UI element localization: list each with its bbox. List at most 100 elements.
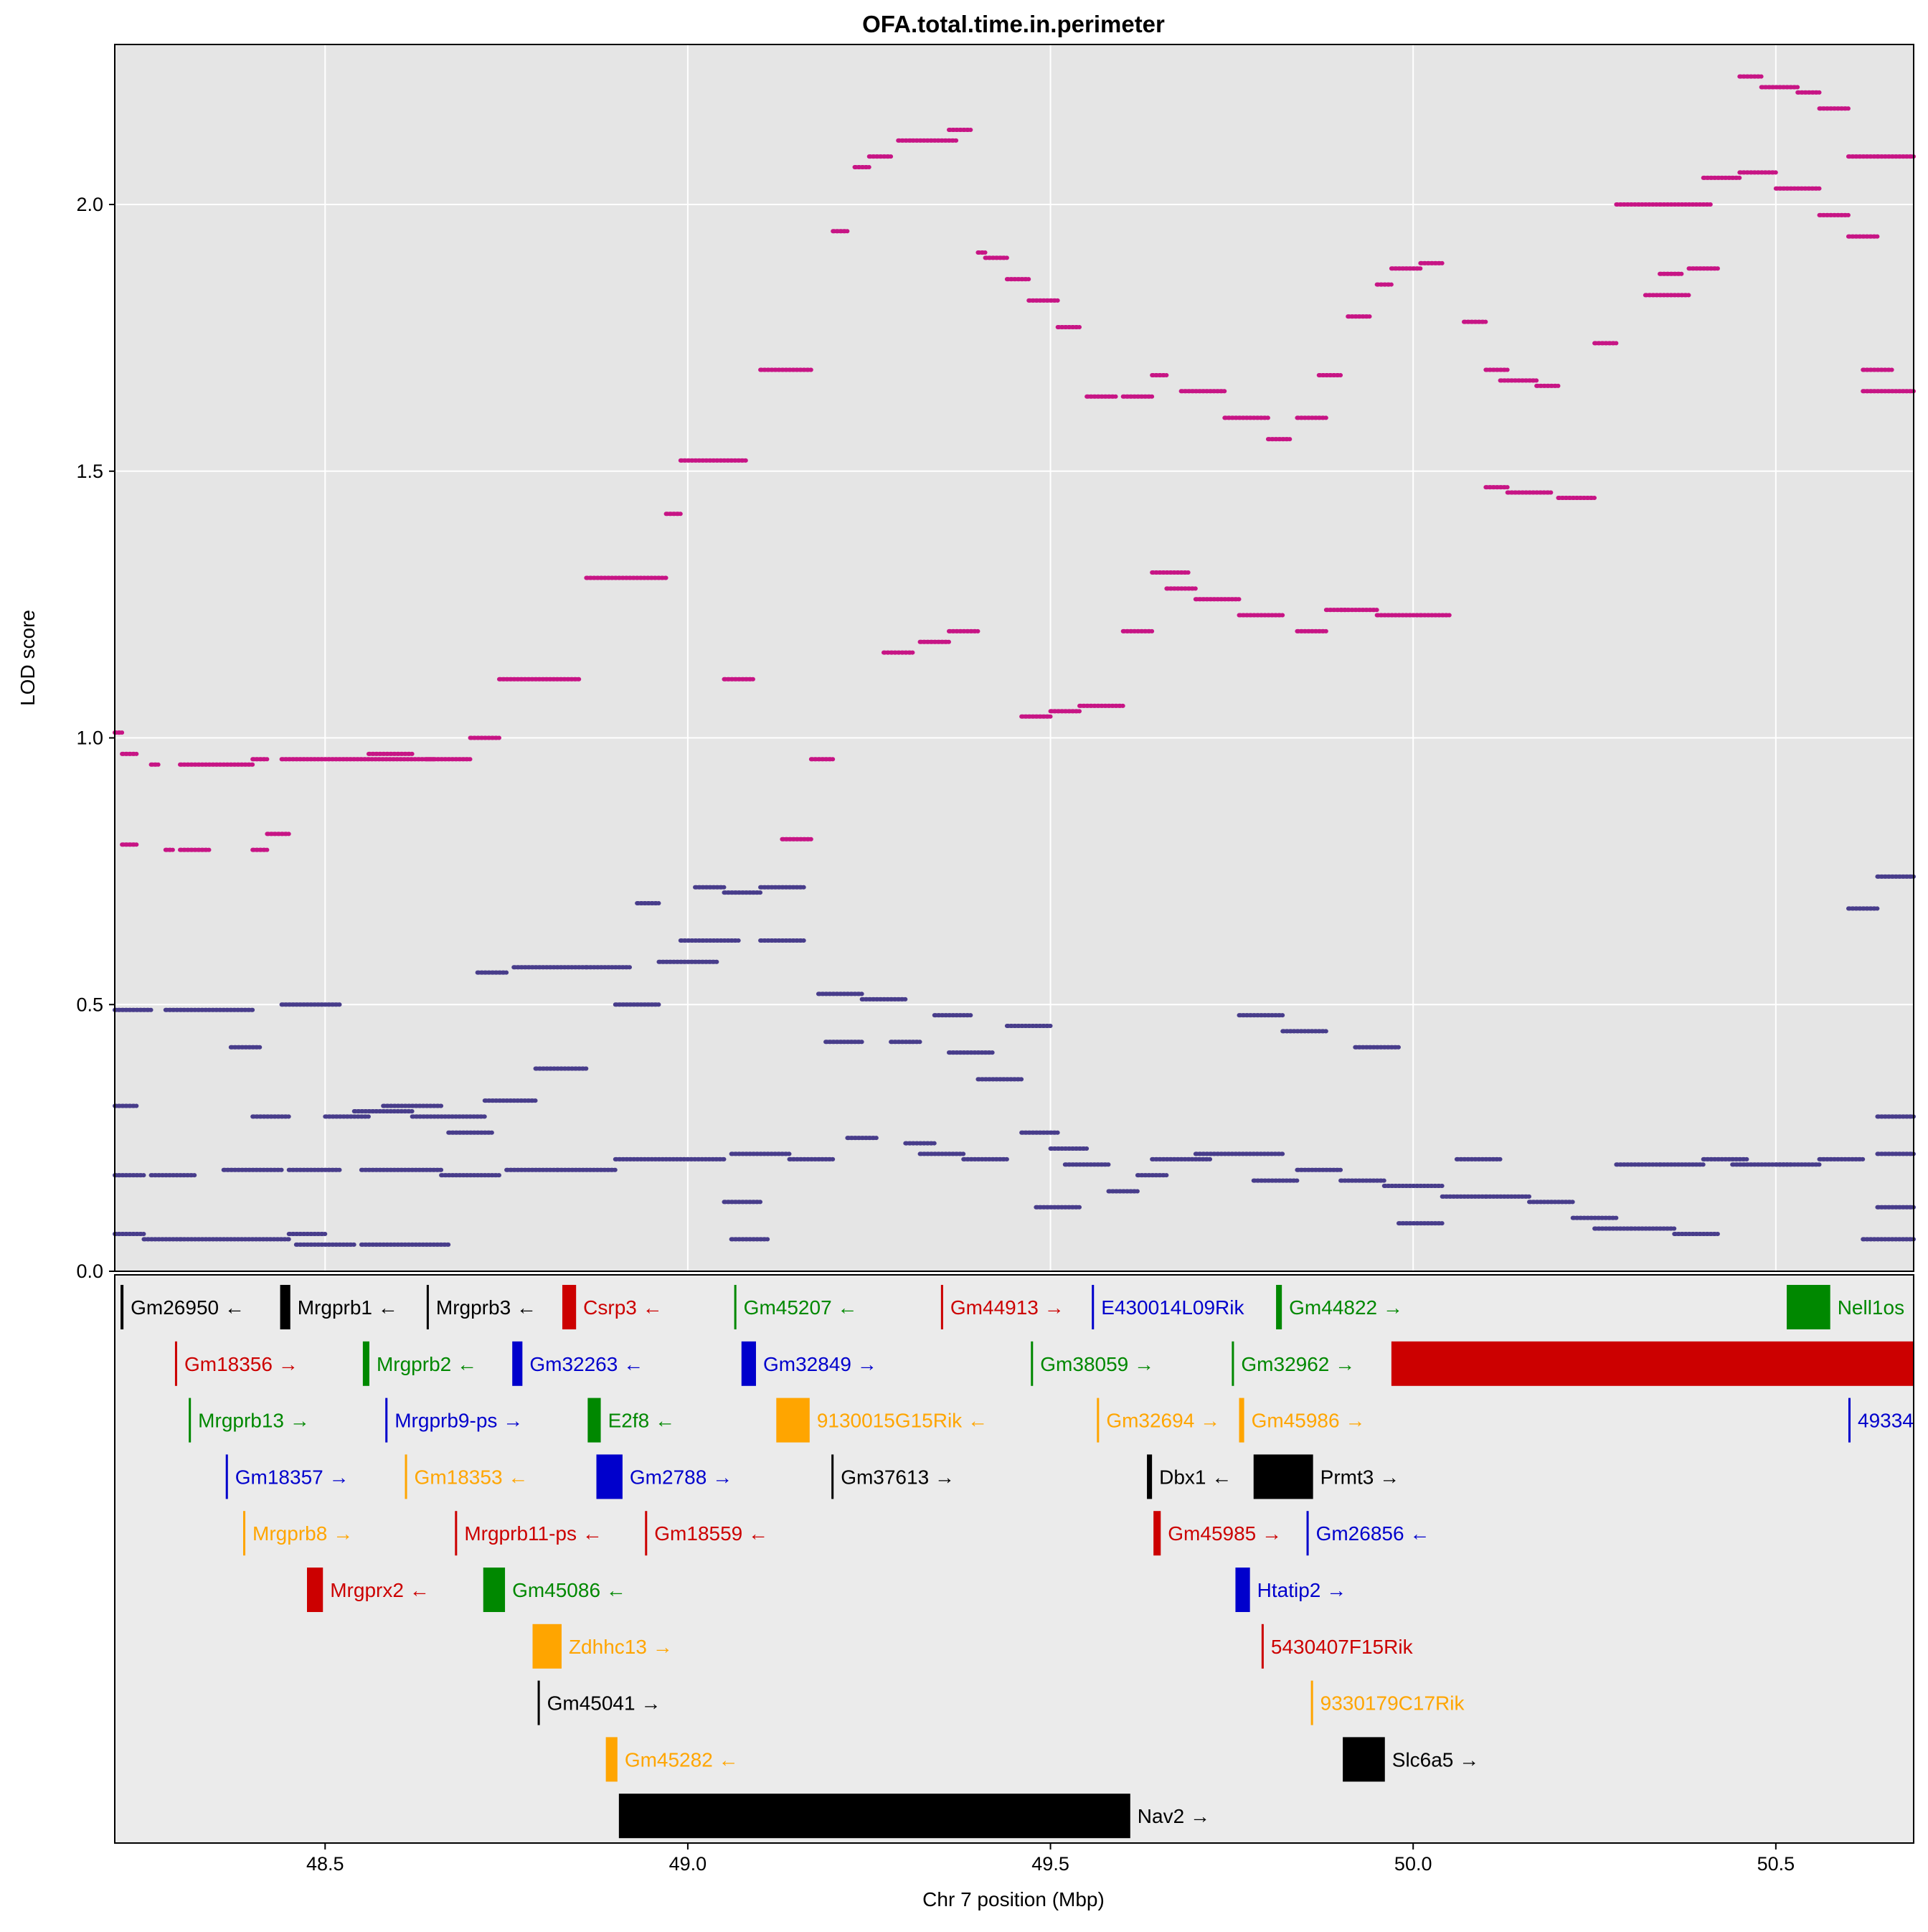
gene-body bbox=[532, 1624, 562, 1669]
gene-label: Mrgprb8 → bbox=[252, 1522, 353, 1545]
gene-body bbox=[120, 1285, 124, 1329]
gene-body bbox=[741, 1341, 756, 1386]
chart-title: OFA.total.time.in.perimeter bbox=[862, 11, 1165, 37]
gene-body bbox=[1031, 1341, 1034, 1386]
gene-body bbox=[405, 1454, 407, 1499]
gene-body bbox=[1253, 1454, 1313, 1499]
gene-body bbox=[225, 1454, 228, 1499]
y-axis-ticks: 0.0 0.5 1.0 1.5 2.0 bbox=[76, 194, 115, 1282]
gene-body bbox=[455, 1511, 458, 1556]
gene-body bbox=[940, 1285, 943, 1329]
x-tick-label: 50.5 bbox=[1757, 1853, 1795, 1875]
gene-label: Gm18357 → bbox=[235, 1466, 349, 1488]
x-tick-label: 49.5 bbox=[1031, 1853, 1069, 1875]
gene-body bbox=[1310, 1680, 1313, 1725]
gene-body bbox=[1239, 1398, 1244, 1443]
gene-label: Mrgprb2 ← bbox=[377, 1353, 477, 1375]
lod-points bbox=[113, 74, 1916, 1247]
gene-label: Mrgprb3 ← bbox=[436, 1296, 537, 1319]
gene-label: Gm45985 → bbox=[1168, 1522, 1282, 1545]
gene-body bbox=[1232, 1341, 1234, 1386]
gene-body bbox=[618, 1794, 1130, 1839]
gene-body bbox=[512, 1341, 523, 1386]
y-axis-label: LOD score bbox=[16, 610, 39, 706]
y-tick-label: 0.5 bbox=[76, 994, 103, 1015]
gene-label: Mrgprx2 ← bbox=[330, 1579, 429, 1601]
gene-body bbox=[174, 1341, 177, 1386]
y-tick-label: 1.5 bbox=[76, 461, 103, 482]
gene-body bbox=[1097, 1398, 1100, 1443]
y-tick-label: 0.0 bbox=[76, 1260, 103, 1282]
gene-label: Gm38059 → bbox=[1040, 1353, 1154, 1375]
gene-body bbox=[1235, 1568, 1250, 1612]
gene-body bbox=[1276, 1285, 1282, 1329]
gene-label: 9130015G15Rik ← bbox=[817, 1410, 988, 1432]
gene-body bbox=[596, 1454, 623, 1499]
gene-body bbox=[1092, 1285, 1095, 1329]
gene-label: Zdhhc13 → bbox=[569, 1636, 673, 1658]
gene-label: Dbx1 ← bbox=[1159, 1466, 1232, 1488]
gene-label: Gm45086 ← bbox=[512, 1579, 626, 1601]
gene-label: Mrgprb9-ps → bbox=[394, 1410, 523, 1432]
gene-label: Prmt3 → bbox=[1320, 1466, 1399, 1488]
gene-label: Gm18559 ← bbox=[654, 1522, 768, 1545]
gene-label: Nav2 → bbox=[1138, 1805, 1210, 1827]
x-tick-label: 48.5 bbox=[306, 1853, 344, 1875]
gene-label: Csrp3 ← bbox=[583, 1296, 662, 1319]
y-tick-label: 1.0 bbox=[76, 727, 103, 749]
gene-body bbox=[537, 1680, 540, 1725]
gene-label: E2f8 ← bbox=[608, 1410, 675, 1432]
x-axis-ticks: 48.5 49.0 49.5 50.0 50.5 bbox=[306, 1843, 1795, 1875]
gene-label: Gm44913 → bbox=[950, 1296, 1064, 1319]
gene-panel-border bbox=[114, 1274, 1914, 1844]
gene-body bbox=[1848, 1398, 1851, 1443]
gene-body bbox=[1391, 1341, 1914, 1386]
x-tick-label: 49.0 bbox=[669, 1853, 707, 1875]
gene-label: Gm45041 → bbox=[547, 1692, 661, 1715]
gene-body bbox=[426, 1285, 429, 1329]
gene-body bbox=[1787, 1285, 1830, 1329]
gene-label: Gm18353 ← bbox=[415, 1466, 529, 1488]
gene-label: Gm26856 ← bbox=[1316, 1522, 1430, 1545]
gene-body bbox=[1261, 1624, 1264, 1669]
gene-label: Gm37613 → bbox=[841, 1466, 955, 1488]
gene-body bbox=[189, 1398, 192, 1443]
gene-label: 49334 bbox=[1858, 1410, 1914, 1432]
gene-body bbox=[562, 1285, 577, 1329]
gene-label: Mrgprb1 ← bbox=[298, 1296, 398, 1319]
gene-label: Mrgprb11-ps ← bbox=[464, 1522, 602, 1545]
gene-body bbox=[1343, 1737, 1385, 1782]
gene-label: Gm32962 → bbox=[1241, 1353, 1355, 1375]
gene-label: Slc6a5 → bbox=[1392, 1748, 1479, 1771]
gene-label: Gm32263 ← bbox=[529, 1353, 643, 1375]
x-tick-label: 50.0 bbox=[1394, 1853, 1432, 1875]
gene-label: 5430407F15Rik bbox=[1271, 1636, 1414, 1658]
gene-label: Gm26950 ← bbox=[131, 1296, 245, 1319]
gene-body bbox=[645, 1511, 648, 1556]
gene-body bbox=[362, 1341, 369, 1386]
gene-body bbox=[242, 1511, 246, 1556]
lod-panel-border bbox=[114, 44, 1914, 1272]
gene-body bbox=[306, 1568, 323, 1612]
gene-label: Gm2788 → bbox=[630, 1466, 732, 1488]
gene-body bbox=[385, 1398, 388, 1443]
lod-panel-background bbox=[115, 44, 1914, 1271]
gene-body bbox=[734, 1285, 737, 1329]
gene-label: 9330179C17Rik bbox=[1320, 1692, 1465, 1715]
gene-label: E430014L09Rik bbox=[1101, 1296, 1244, 1319]
gene-track: Gm26950 ← Mrgprb1 ← Mrgprb3 ← Csrp3 ← Gm4520… bbox=[120, 1285, 1914, 1839]
gene-label: Htatip2 → bbox=[1257, 1579, 1347, 1601]
gene-body bbox=[1153, 1511, 1161, 1556]
gene-body bbox=[1306, 1511, 1309, 1556]
gene-body bbox=[776, 1398, 810, 1443]
gene-label: Gm18356 → bbox=[184, 1353, 298, 1375]
gene-body bbox=[1147, 1454, 1153, 1499]
gene-label: Gm45282 ← bbox=[625, 1748, 739, 1771]
gene-body bbox=[483, 1568, 506, 1612]
gene-body bbox=[831, 1454, 834, 1499]
gene-label: Gm32849 → bbox=[763, 1353, 877, 1375]
gene-body bbox=[280, 1285, 290, 1329]
y-tick-label: 2.0 bbox=[76, 194, 103, 215]
